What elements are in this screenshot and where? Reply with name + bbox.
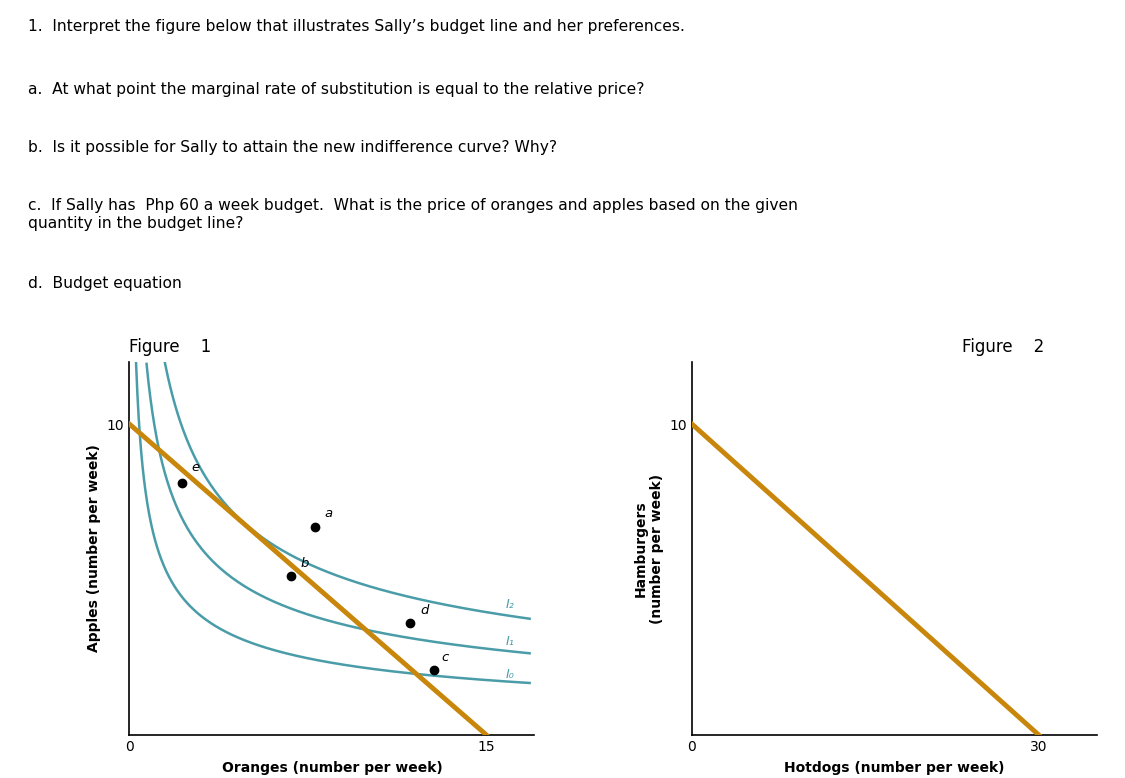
Text: c: c: [441, 650, 449, 664]
Text: Figure    2: Figure 2: [962, 338, 1044, 356]
Text: d.  Budget equation: d. Budget equation: [28, 276, 182, 291]
Text: b.  Is it possible for Sally to attain the new indifference curve? Why?: b. Is it possible for Sally to attain th…: [28, 140, 557, 155]
Text: I₁: I₁: [506, 635, 514, 648]
Text: a: a: [325, 507, 333, 520]
Text: a.  At what point the marginal rate of substitution is equal to the relative pri: a. At what point the marginal rate of su…: [28, 82, 645, 96]
Y-axis label: Hamburgers
(number per week): Hamburgers (number per week): [633, 474, 664, 623]
X-axis label: Oranges (number per week): Oranges (number per week): [222, 761, 442, 775]
Text: I₂: I₂: [506, 598, 514, 611]
X-axis label: Hotdogs (number per week): Hotdogs (number per week): [784, 761, 1005, 775]
Text: I₀: I₀: [506, 668, 514, 681]
Text: e: e: [191, 461, 199, 474]
Text: Figure    1: Figure 1: [129, 338, 212, 356]
Y-axis label: Apples (number per week): Apples (number per week): [88, 444, 101, 653]
Text: 1.  Interpret the figure below that illustrates Sally’s budget line and her pref: 1. Interpret the figure below that illus…: [28, 19, 685, 34]
Text: d: d: [420, 604, 429, 617]
Text: b: b: [300, 557, 309, 570]
Text: c.  If Sally has  Php 60 a week budget.  What is the price of oranges and apples: c. If Sally has Php 60 a week budget. Wh…: [28, 198, 798, 231]
